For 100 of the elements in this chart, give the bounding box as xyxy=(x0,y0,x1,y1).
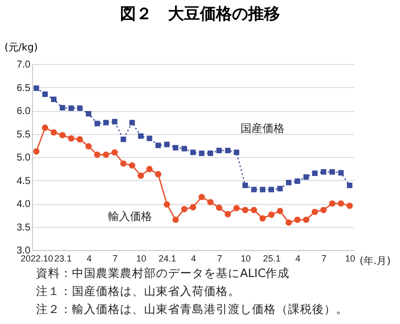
series-label: 輸入価格 xyxy=(108,210,152,223)
point xyxy=(224,211,231,218)
point xyxy=(172,216,179,223)
point xyxy=(268,212,274,218)
point xyxy=(42,124,48,131)
x-tick-label: 24.1 xyxy=(158,254,176,264)
x-tick-label: 4 xyxy=(86,254,92,264)
point xyxy=(216,204,222,211)
x-tick-label: 7 xyxy=(112,254,118,264)
point xyxy=(251,186,257,192)
point xyxy=(51,96,56,102)
point xyxy=(294,216,301,223)
x-tick-label: 10 xyxy=(345,254,356,264)
point xyxy=(129,120,135,126)
point xyxy=(34,85,40,91)
y-tick-label: 7.0 xyxy=(16,60,31,70)
x-axis-title: (年.月) xyxy=(360,255,391,267)
point xyxy=(138,133,144,139)
point xyxy=(77,105,83,111)
point xyxy=(146,136,152,142)
point xyxy=(60,104,66,110)
point xyxy=(259,215,266,222)
point xyxy=(42,91,48,97)
point xyxy=(207,198,214,206)
point xyxy=(330,169,335,175)
x-tick-label: 4 xyxy=(190,254,196,264)
point xyxy=(86,111,92,116)
point xyxy=(312,208,318,216)
point xyxy=(320,206,327,214)
x-tick-label: 10 xyxy=(136,254,146,264)
point xyxy=(94,120,100,126)
point xyxy=(33,148,40,155)
y-tick-label: 5.0 xyxy=(16,152,31,164)
point xyxy=(286,180,292,186)
point xyxy=(164,201,170,208)
point xyxy=(138,172,144,179)
point xyxy=(286,219,292,226)
point xyxy=(155,171,162,178)
point xyxy=(346,202,353,209)
point xyxy=(294,178,300,184)
point xyxy=(120,136,126,142)
point xyxy=(128,162,136,169)
y-tick-label: 6.0 xyxy=(16,106,31,117)
point xyxy=(102,152,110,158)
point xyxy=(182,146,188,152)
point xyxy=(68,135,74,142)
point xyxy=(320,169,326,175)
y-tick-label: 6.5 xyxy=(16,82,31,94)
point xyxy=(233,204,240,212)
point xyxy=(338,170,344,176)
series-label: 国産価格 xyxy=(240,122,285,136)
point xyxy=(242,182,248,188)
x-tick-label: 2022.10 xyxy=(20,254,54,264)
y-tick-label: 5.5 xyxy=(16,129,31,140)
point xyxy=(120,160,127,167)
point xyxy=(112,149,118,156)
point xyxy=(216,148,222,154)
point xyxy=(276,208,284,214)
x-tick-label: 25.1 xyxy=(263,254,281,264)
point xyxy=(68,105,74,111)
point xyxy=(190,204,196,210)
point xyxy=(146,166,153,172)
y-tick-label: 4.0 xyxy=(16,199,31,210)
chart-title: 図２ 大豆価格の推移 xyxy=(119,4,281,25)
y-tick-label: 3.5 xyxy=(16,222,31,234)
point xyxy=(76,136,84,142)
point xyxy=(329,200,336,207)
point xyxy=(198,150,204,156)
y-tick-label: 3.0 xyxy=(16,246,31,256)
text: 注１：国産価格は、山東省入荷価格。 xyxy=(36,283,241,300)
point xyxy=(225,148,231,154)
point xyxy=(250,206,258,214)
point xyxy=(208,150,214,156)
point xyxy=(181,206,188,212)
x-tick-label: 10 xyxy=(240,254,251,264)
x-tick-label: 7 xyxy=(322,254,327,264)
point xyxy=(260,186,266,192)
point xyxy=(190,150,196,156)
point xyxy=(50,129,57,136)
point xyxy=(164,142,170,148)
point xyxy=(338,200,344,207)
y-tick-label: 4.5 xyxy=(16,176,31,187)
point xyxy=(303,174,309,180)
text: 注２：輸入価格は、山東省青島港引渡し価格（課税後）。 xyxy=(36,301,348,318)
point xyxy=(94,152,100,158)
point xyxy=(312,170,318,176)
x-tick-label: 7 xyxy=(217,254,222,264)
point xyxy=(85,143,92,150)
x-tick-label: 23.1 xyxy=(54,254,72,264)
point xyxy=(302,216,310,223)
point xyxy=(277,186,283,192)
point xyxy=(59,132,66,138)
x-tick-label: 4 xyxy=(295,254,300,264)
point xyxy=(155,142,161,148)
point xyxy=(198,194,205,200)
text: 資料：中国農業農村部のデータを基にALIC作成 xyxy=(36,265,291,282)
point xyxy=(268,186,274,192)
point xyxy=(112,118,118,124)
point xyxy=(346,182,352,188)
y-axis-title: (元/kg) xyxy=(4,42,38,54)
